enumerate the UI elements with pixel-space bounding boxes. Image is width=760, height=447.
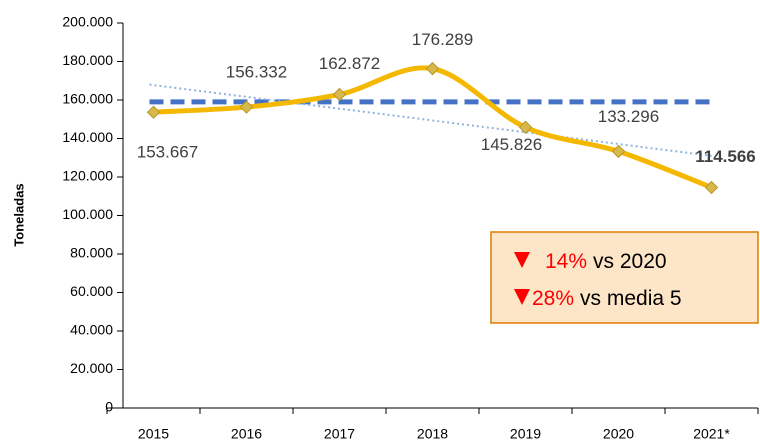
marker [518, 120, 533, 134]
value-label: 114.566 [695, 147, 756, 166]
y-tick-label: 200.000 [62, 14, 113, 30]
marker [425, 61, 440, 76]
y-tick-label: 180.000 [62, 52, 113, 68]
x-tick-label: 2021* [693, 426, 730, 442]
annotation-text: vs media 5 [580, 287, 682, 310]
annotation-line-1: 14% vs 2020 [545, 250, 667, 273]
y-tick-label: 60.000 [70, 283, 113, 299]
marker [704, 180, 719, 195]
y-tick-label: 120.000 [62, 168, 113, 184]
down-arrow [514, 289, 530, 305]
annotation-text: vs 2020 [593, 250, 667, 273]
value-label: 176.289 [412, 30, 473, 49]
marker [611, 144, 626, 159]
value-label: 156.332 [226, 63, 287, 82]
value-label: 153.667 [137, 143, 198, 162]
x-tick-label: 2020 [603, 426, 634, 442]
y-tick-label: 40.000 [70, 322, 113, 338]
x-tick-label: 2015 [138, 426, 169, 442]
y-tick-label: 100.000 [62, 206, 113, 222]
y-tick-label: 20.000 [70, 360, 113, 376]
value-label: 133.296 [598, 107, 659, 126]
x-tick-label: 2016 [231, 426, 262, 442]
marker [239, 100, 254, 114]
y-axis-label: Toneladas [11, 183, 26, 246]
y-tick-label: 80.000 [70, 245, 113, 261]
annotation-pct: 28% [532, 287, 574, 310]
marker [332, 87, 347, 102]
y-tick-label: 0 [105, 399, 113, 415]
x-tick-label: 2017 [324, 426, 355, 442]
series-line [151, 65, 714, 190]
annotation-pct: 14% [545, 250, 587, 273]
marker [146, 105, 161, 119]
y-tick-label: 140.000 [62, 129, 113, 145]
down-arrow [514, 252, 530, 268]
y-tick-label: 160.000 [62, 91, 113, 107]
value-label: 162.872 [319, 54, 380, 73]
annotation-box: 14% vs 2020 28% vs media 5 [490, 231, 759, 324]
x-tick-label: 2019 [510, 426, 541, 442]
annotation-line-2: 28% vs media 5 [532, 287, 682, 310]
x-tick-label: 2018 [417, 426, 448, 442]
annotation-frame [490, 231, 759, 324]
value-label: 145.826 [481, 135, 542, 154]
